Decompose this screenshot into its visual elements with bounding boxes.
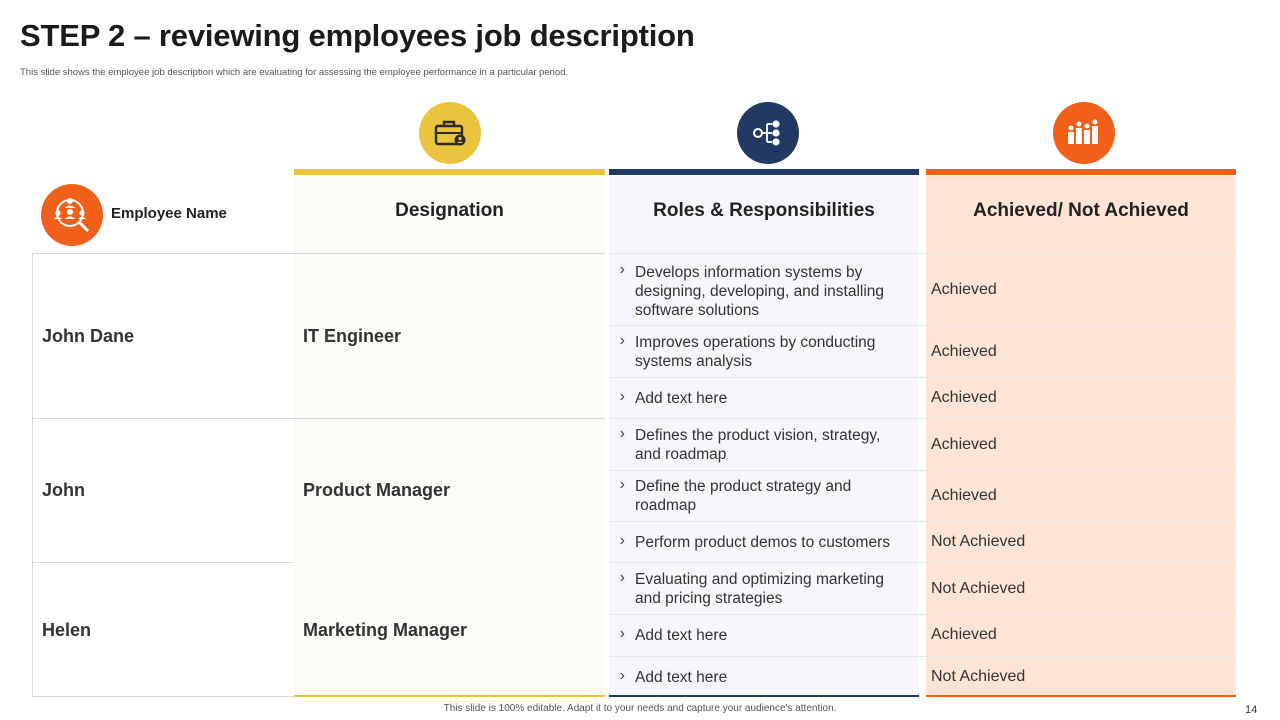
- chevron-right-icon: ›: [619, 667, 625, 684]
- divider: [609, 614, 1236, 615]
- role-item: › Perform product demos to customers: [609, 532, 919, 552]
- divider: [32, 253, 294, 254]
- role-text: Defines the product vision, strategy, an…: [635, 427, 881, 463]
- employee-name: Helen: [42, 620, 92, 640]
- status-text: Achieved: [931, 343, 997, 360]
- role-text: Define the product strategy and roadmap: [635, 478, 852, 514]
- role-text: Add text here: [635, 389, 728, 407]
- page-subtitle: This slide shows the employee job descri…: [20, 67, 569, 78]
- employee-name-header: Employee Name: [111, 205, 227, 222]
- roles-top-bar: [609, 169, 919, 175]
- status-text: Achieved: [931, 436, 997, 453]
- roles-column-bg: [609, 176, 919, 697]
- role-item: › Add text here: [609, 388, 919, 408]
- chevron-right-icon: ›: [619, 388, 625, 405]
- designation-cell: Marketing Manager: [303, 620, 468, 640]
- role-text: Improves operations by conducting system…: [635, 334, 876, 370]
- roles-bottom-bar: [609, 695, 919, 697]
- divider: [609, 562, 1236, 563]
- role-item: › Evaluating and optimizing marketing an…: [609, 569, 919, 609]
- status-text: Achieved: [931, 626, 997, 643]
- status-cell: Achieved: [926, 486, 1236, 506]
- role-item: › Add text here: [609, 667, 919, 687]
- designation-bottom-bar: [294, 695, 605, 697]
- status-text: Not Achieved: [931, 533, 1026, 550]
- divider: [609, 253, 1236, 254]
- achieved-header: Achieved/ Not Achieved: [973, 200, 1189, 221]
- achieved-column-bg: [926, 176, 1236, 697]
- designation-cell: Product Manager: [303, 480, 451, 500]
- divider: [294, 253, 605, 254]
- divider: [609, 418, 1236, 419]
- status-text: Achieved: [931, 389, 997, 406]
- people-search-icon: [41, 184, 103, 246]
- achieved-bottom-bar: [926, 695, 1236, 697]
- chevron-right-icon: ›: [619, 332, 625, 349]
- status-text: Not Achieved: [931, 668, 1026, 685]
- designation-column-bg: [294, 176, 605, 697]
- role-item: › Improves operations by conducting syst…: [609, 332, 919, 372]
- roles-header: Roles & Responsibilities: [653, 200, 875, 221]
- role-text: Perform product demos to customers: [635, 533, 890, 551]
- divider: [294, 418, 605, 419]
- divider: [609, 325, 1236, 326]
- designation-cell: IT Engineer: [303, 326, 402, 346]
- status-text: Not Achieved: [931, 580, 1026, 597]
- employee-name: John: [42, 480, 85, 500]
- chevron-right-icon: ›: [619, 261, 625, 278]
- status-text: Achieved: [931, 281, 997, 298]
- status-cell: Achieved: [926, 280, 1236, 300]
- briefcase-icon: [419, 102, 481, 164]
- page-number: 14: [1245, 704, 1258, 716]
- divider: [609, 656, 1236, 657]
- role-text: Develops information systems by designin…: [635, 263, 885, 319]
- designation-header: Designation: [395, 200, 504, 221]
- achieved-top-bar: [926, 169, 1236, 175]
- role-item: › Develops information systems by design…: [609, 261, 919, 321]
- status-cell: Achieved: [926, 388, 1236, 408]
- status-cell: Not Achieved: [926, 532, 1236, 552]
- divider: [32, 696, 294, 697]
- employee-column-frame: [32, 253, 295, 697]
- footer-note: This slide is 100% editable. Adapt it to…: [443, 703, 837, 714]
- status-cell: Not Achieved: [926, 667, 1236, 687]
- divider: [609, 377, 1236, 378]
- role-item: › Defines the product vision, strategy, …: [609, 425, 919, 465]
- status-cell: Achieved: [926, 435, 1236, 455]
- status-cell: Not Achieved: [926, 579, 1236, 599]
- chevron-right-icon: ›: [619, 425, 625, 442]
- chevron-right-icon: ›: [619, 569, 625, 586]
- employee-name: John Dane: [42, 326, 135, 346]
- role-item: › Add text here: [609, 625, 919, 645]
- network-icon: [737, 102, 799, 164]
- designation-top-bar: [294, 169, 605, 175]
- role-text: Add text here: [635, 668, 728, 686]
- status-text: Achieved: [931, 487, 997, 504]
- status-cell: Achieved: [926, 625, 1236, 645]
- divider: [32, 562, 294, 563]
- role-item: › Define the product strategy and roadma…: [609, 476, 919, 516]
- divider: [609, 521, 1236, 522]
- role-text: Add text here: [635, 626, 728, 644]
- divider: [609, 470, 1236, 471]
- chevron-right-icon: ›: [619, 625, 625, 642]
- divider: [32, 418, 294, 419]
- role-text: Evaluating and optimizing marketing and …: [635, 571, 884, 607]
- chevron-right-icon: ›: [619, 476, 625, 493]
- chevron-right-icon: ›: [619, 532, 625, 549]
- team-ranking-icon: [1053, 102, 1115, 164]
- status-cell: Achieved: [926, 342, 1236, 362]
- page-title: STEP 2 – reviewing employees job descrip…: [20, 18, 695, 53]
